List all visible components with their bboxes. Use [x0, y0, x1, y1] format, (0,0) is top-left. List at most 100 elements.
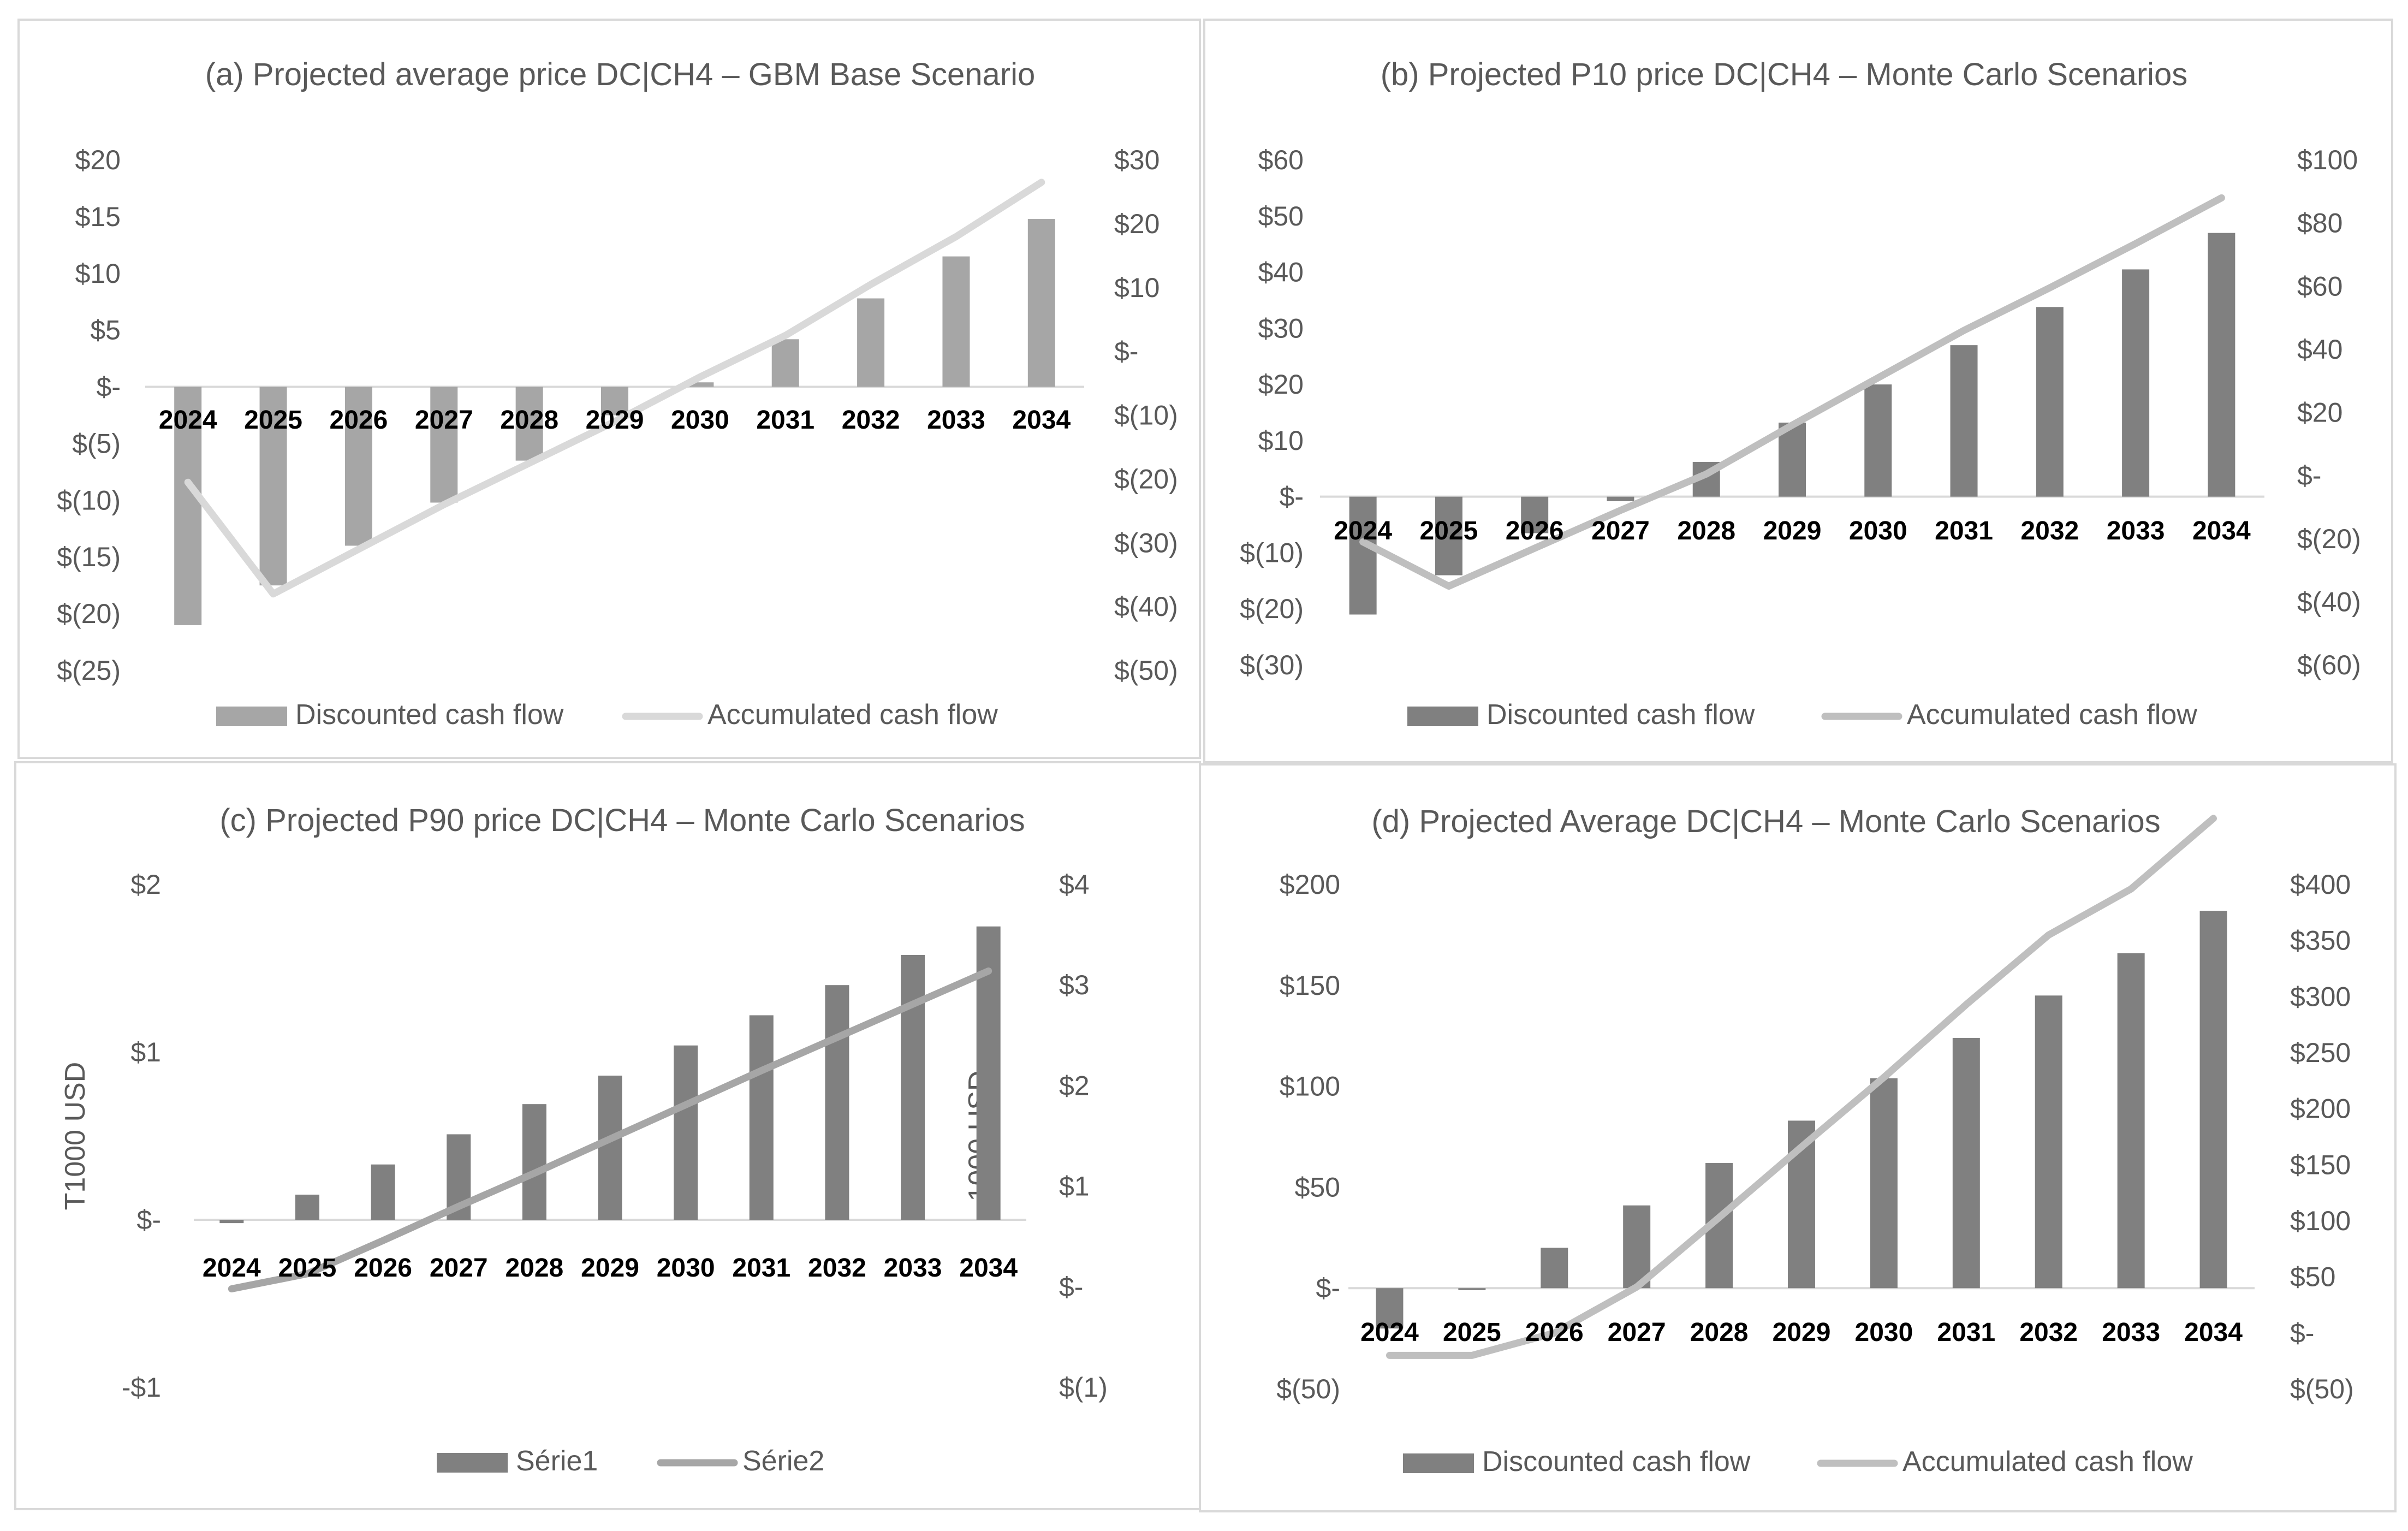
bar-2026: [1521, 496, 1549, 533]
category-label: 2026: [1506, 517, 1564, 545]
chart-b: (b) Projected P10 price DC|CH4 – Monte C…: [1240, 57, 2361, 731]
left-axis-tick-label: $1: [130, 1037, 161, 1067]
right-axis-tick-label: $50: [2290, 1262, 2335, 1292]
bar-2026: [344, 387, 372, 546]
category-label: 2031: [1937, 1318, 1995, 1347]
accumulated-line: [228, 967, 992, 1292]
bar-2024: [174, 387, 202, 625]
legend-line-label: Série2: [742, 1445, 824, 1477]
category-label: 2025: [278, 1254, 337, 1283]
bar-2029: [598, 1075, 622, 1220]
right-axis-tick-label: $(20): [2297, 524, 2361, 554]
bar-2028: [515, 387, 543, 461]
chart-panel-b: (b) Projected P10 price DC|CH4 – Monte C…: [1203, 19, 2393, 763]
right-axis-tick-label: $(40): [2297, 586, 2361, 617]
right-axis-tick-label: $1: [1059, 1171, 1090, 1202]
left-axis-tick-label: $50: [1295, 1172, 1340, 1202]
legend-line-label: Accumulated cash flow: [707, 699, 998, 731]
left-axis-tick-label: $-: [1316, 1273, 1340, 1303]
bar-2029: [1779, 423, 1806, 497]
category-label: 2024: [1360, 1318, 1419, 1347]
category-label: 2027: [415, 406, 473, 435]
category-label: 2028: [1690, 1318, 1749, 1347]
bar-2032: [857, 298, 885, 387]
category-label: 2030: [1855, 1318, 1913, 1347]
category-label: 2031: [1935, 517, 1993, 545]
chart-title: (d) Projected Average DC|CH4 – Monte Car…: [1371, 804, 2160, 839]
right-axis-tick-label: $30: [1114, 145, 1160, 175]
right-axis-tick-label: $20: [1114, 209, 1160, 239]
right-axis-tick-label: $-: [2290, 1318, 2314, 1348]
chart-panel-c: (c) Projected P90 price DC|CH4 – Monte C…: [14, 761, 1201, 1510]
category-label: 2028: [500, 406, 558, 435]
left-axis-tick-label: $-: [97, 372, 121, 402]
bar-2030: [686, 382, 714, 387]
accumulated-line: [184, 179, 1045, 598]
accumulated-line: [1386, 815, 2217, 1359]
left-axis-tick-label: $(15): [57, 542, 121, 572]
bar-2026: [371, 1164, 395, 1220]
left-axis-tick-label: $(10): [1240, 537, 1304, 568]
right-axis-tick-label: $2: [1059, 1070, 1090, 1101]
right-axis-tick-label: $100: [2290, 1206, 2351, 1236]
category-label: 2032: [2019, 1318, 2078, 1347]
bar-2030: [674, 1045, 698, 1220]
category-label: 2025: [1443, 1318, 1501, 1347]
category-label: 2031: [732, 1254, 790, 1283]
legend-bar-label: Discounted cash flow: [1482, 1446, 1751, 1477]
chart-c: (c) Projected P90 price DC|CH4 – Monte C…: [60, 803, 1108, 1477]
left-axis-tick-label: $10: [75, 258, 121, 289]
bar-2033: [942, 256, 970, 387]
category-label: 2025: [1420, 517, 1478, 545]
left-axis-tick-label: $100: [1280, 1071, 1340, 1102]
category-label: 2029: [586, 406, 644, 435]
bar-2031: [771, 339, 799, 387]
left-axis-tick-label: $50: [1258, 201, 1304, 232]
category-label: 2026: [1525, 1318, 1584, 1347]
category-label: 2034: [2184, 1318, 2243, 1347]
category-label: 2024: [159, 406, 217, 435]
right-axis-tick-label: $-: [2297, 460, 2321, 491]
category-label: 2032: [808, 1254, 866, 1283]
chart-a: (a) Projected average price DC|CH4 – GBM…: [57, 57, 1178, 731]
category-label: 2034: [1012, 406, 1071, 435]
category-label: 2030: [657, 1254, 715, 1283]
legend-bar-label: Série1: [516, 1445, 598, 1477]
category-label: 2033: [2107, 517, 2165, 545]
category-label: 2032: [2020, 517, 2079, 545]
bar-2032: [825, 985, 849, 1220]
right-axis-tick-label: $20: [2297, 397, 2342, 428]
category-label: 2026: [354, 1254, 412, 1283]
bar-2028: [522, 1104, 546, 1220]
category-label: 2025: [244, 406, 302, 435]
category-label: 2029: [1763, 517, 1822, 545]
right-axis-tick-label: $400: [2290, 869, 2351, 900]
right-axis-tick-label: $(20): [1114, 464, 1178, 494]
left-axis-tick-label: $40: [1258, 257, 1304, 288]
bar-2030: [1864, 384, 1892, 497]
chart-panel-d: (d) Projected Average DC|CH4 – Monte Car…: [1199, 763, 2397, 1512]
bar-2034: [1027, 219, 1055, 387]
right-axis-tick-label: $(30): [1114, 527, 1178, 558]
bar-2029: [601, 387, 628, 416]
left-axis-tick-label: $20: [75, 145, 121, 175]
right-axis-tick-label: $80: [2297, 208, 2342, 239]
bar-2032: [2035, 995, 2062, 1289]
bar-2025: [1458, 1288, 1486, 1290]
left-axis-tick-label: $2: [130, 869, 161, 900]
bar-2033: [2117, 953, 2145, 1289]
category-label: 2024: [203, 1254, 261, 1283]
category-label: 2029: [1773, 1318, 1831, 1347]
bar-2033: [901, 954, 925, 1220]
chart-title: (a) Projected average price DC|CH4 – GBM…: [205, 57, 1036, 92]
bar-2034: [2208, 233, 2235, 497]
right-axis-tick-label: $40: [2297, 334, 2342, 365]
chart-panel-a: (a) Projected average price DC|CH4 – GBM…: [17, 19, 1201, 759]
left-axis-tick-label: -$1: [122, 1372, 161, 1403]
left-axis-tick-label: $60: [1258, 145, 1304, 175]
right-axis-tick-label: $(40): [1114, 591, 1178, 622]
bar-2024: [219, 1220, 244, 1224]
right-axis-tick-label: $3: [1059, 970, 1090, 1000]
bar-2027: [1607, 496, 1634, 501]
legend-bar-swatch: [216, 707, 287, 726]
